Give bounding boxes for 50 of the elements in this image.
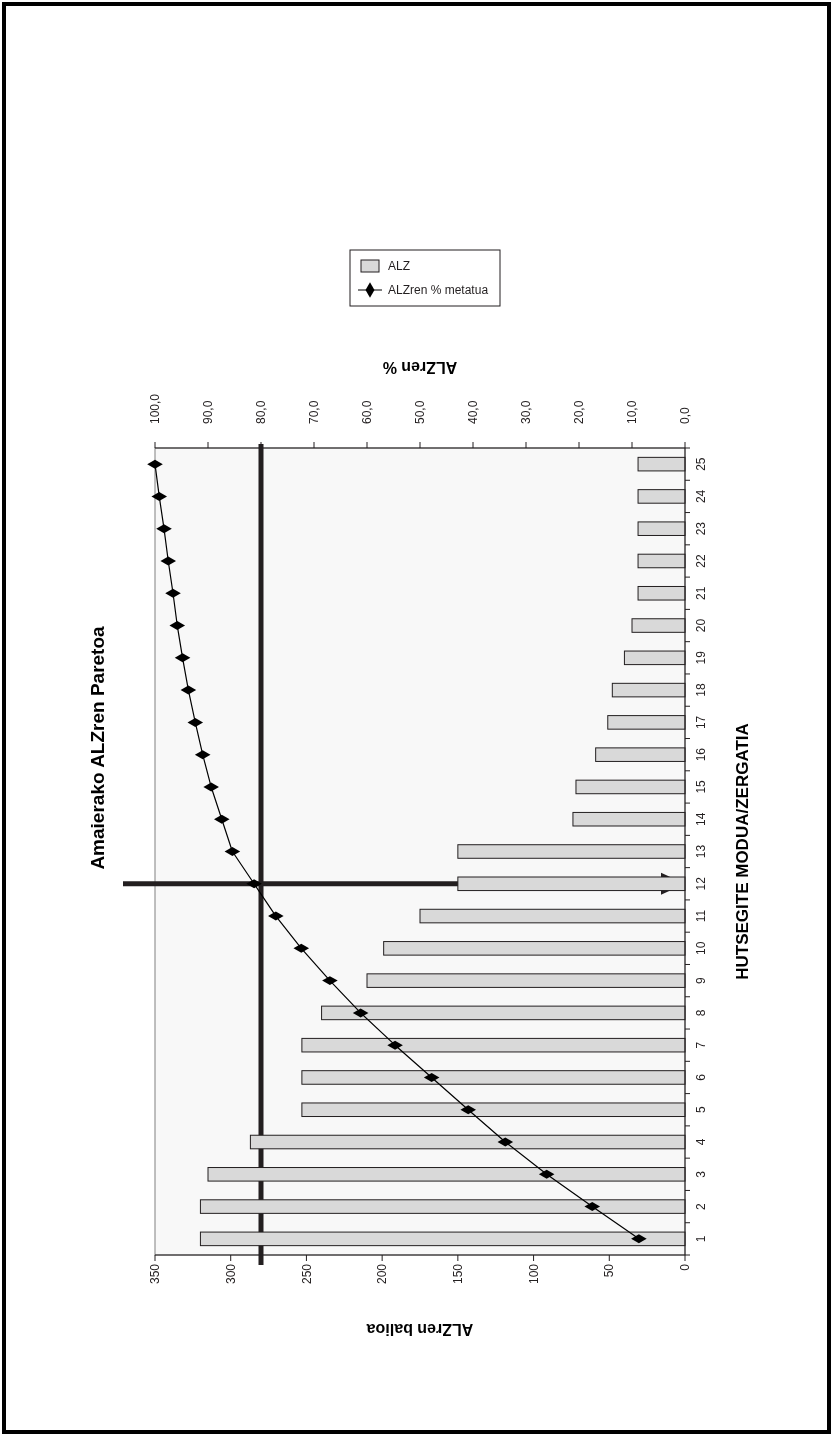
x2-tick-label: 90,0 bbox=[201, 400, 216, 424]
x2-tick-label: 30,0 bbox=[519, 400, 534, 424]
x-tick-label: 50 bbox=[602, 1263, 617, 1278]
legend-label: ALZ bbox=[388, 259, 411, 274]
y-tick-label: 24 bbox=[694, 489, 709, 504]
y-tick-label: 12 bbox=[694, 876, 709, 891]
y-tick-label: 3 bbox=[694, 1170, 709, 1178]
x2-tick-label: 50,0 bbox=[413, 400, 428, 424]
y-tick-label: 16 bbox=[694, 747, 709, 762]
y-tick-label: 23 bbox=[694, 521, 709, 536]
x-tick-label: 250 bbox=[299, 1263, 314, 1285]
y-tick-label: 25 bbox=[694, 457, 709, 471]
y-tick-label: 4 bbox=[694, 1138, 709, 1146]
y-tick-label: 15 bbox=[694, 779, 709, 794]
x-tick-label: 100 bbox=[526, 1263, 541, 1285]
y-tick-label: 14 bbox=[694, 812, 709, 826]
x-tick-label: 300 bbox=[223, 1263, 238, 1285]
x2-axis-title: ALZren % bbox=[382, 359, 458, 377]
y-tick-label: 18 bbox=[694, 683, 709, 697]
legend-label: ALZren % metatua bbox=[388, 283, 489, 298]
y-tick-label: 19 bbox=[694, 650, 709, 665]
y-tick-label: 8 bbox=[694, 1009, 709, 1017]
y-tick-label: 5 bbox=[694, 1106, 709, 1114]
x-tick-label: 200 bbox=[375, 1263, 390, 1285]
x2-tick-label: 0,0 bbox=[678, 406, 693, 424]
y-tick-label: 22 bbox=[694, 553, 709, 568]
x2-tick-label: 40,0 bbox=[466, 400, 481, 424]
x2-tick-label: 60,0 bbox=[360, 400, 375, 424]
y-tick-label: 6 bbox=[694, 1073, 709, 1081]
text: Amaierako ALZren Paretoa bbox=[86, 625, 108, 870]
y-tick-label: 9 bbox=[694, 976, 709, 984]
y-axis-title: HUTSEGITE MODUA/ZERGATIA bbox=[732, 723, 752, 980]
y-tick-label: 17 bbox=[694, 715, 709, 730]
x-tick-label: 0 bbox=[678, 1263, 693, 1271]
x2-tick-label: 20,0 bbox=[572, 400, 587, 424]
y-tick-label: 2 bbox=[694, 1202, 709, 1210]
y-tick-label: 20 bbox=[694, 618, 709, 633]
y-tick-label: 10 bbox=[694, 941, 709, 956]
x-tick-label: 150 bbox=[451, 1263, 466, 1285]
x-tick-label: 350 bbox=[148, 1263, 163, 1285]
x2-tick-label: 70,0 bbox=[307, 400, 322, 424]
x2-tick-label: 100,0 bbox=[148, 393, 163, 424]
x2-tick-label: 10,0 bbox=[625, 400, 640, 424]
x-axis-title: ALZren balioa bbox=[366, 1321, 474, 1339]
y-tick-label: 7 bbox=[694, 1041, 709, 1049]
y-tick-label: 13 bbox=[694, 844, 709, 859]
x2-tick-label: 80,0 bbox=[254, 400, 269, 424]
y-tick-label: 21 bbox=[694, 586, 709, 600]
y-tick-label: 11 bbox=[694, 909, 709, 923]
y-tick-label: 1 bbox=[694, 1235, 709, 1243]
